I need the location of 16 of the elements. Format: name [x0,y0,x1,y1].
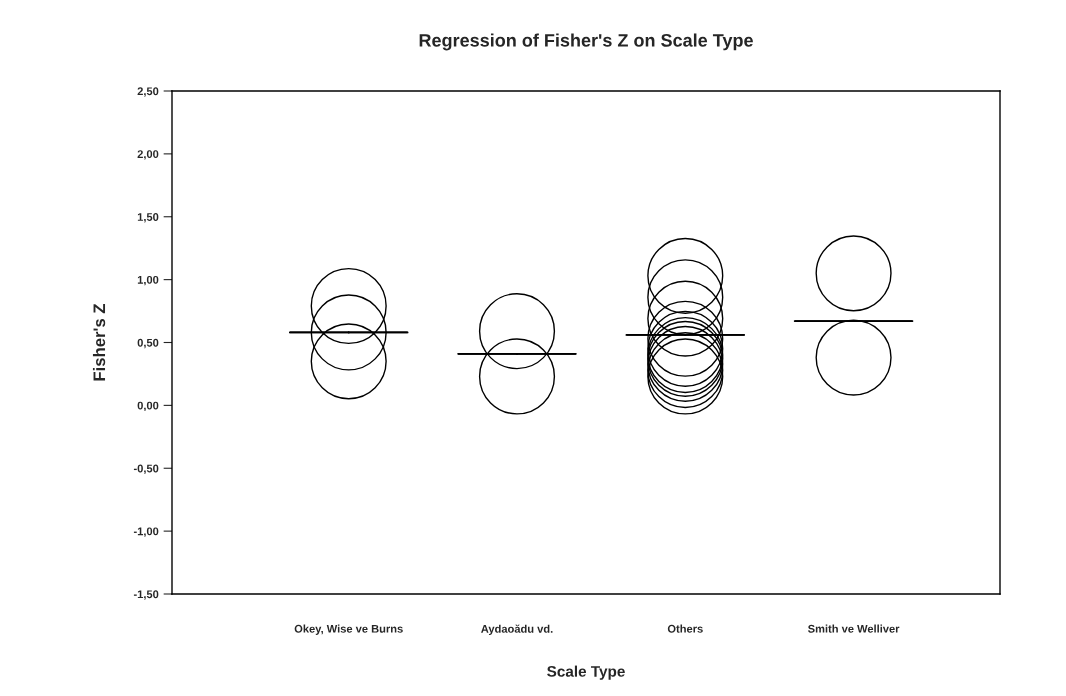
y-tick-label: 1,50 [137,213,159,223]
y-tick-label: -0,50 [133,464,159,474]
y-tick-label: -1,00 [133,527,159,537]
y-tick-label: -1,50 [133,590,159,600]
y-tick-label: 2,50 [137,87,159,97]
y-tick-label: 0,50 [137,338,159,349]
y-tick-label: 0,00 [137,401,159,412]
x-tick-label: Smith ve Welliver [808,624,900,633]
x-tick-label: Others [667,624,703,633]
x-tick-label: Okey, Wise ve Burns [294,624,403,635]
x-tick-label: Aydaoădu vd. [481,624,553,636]
x-axis-title: Scale Type [547,665,625,680]
y-axis-title: Fisher's Z [92,303,106,381]
chart-title: Regression of Fisher's Z on Scale Type [419,33,753,51]
y-tick-label: 2,00 [137,150,159,160]
y-tick-label: 1,00 [137,275,159,286]
